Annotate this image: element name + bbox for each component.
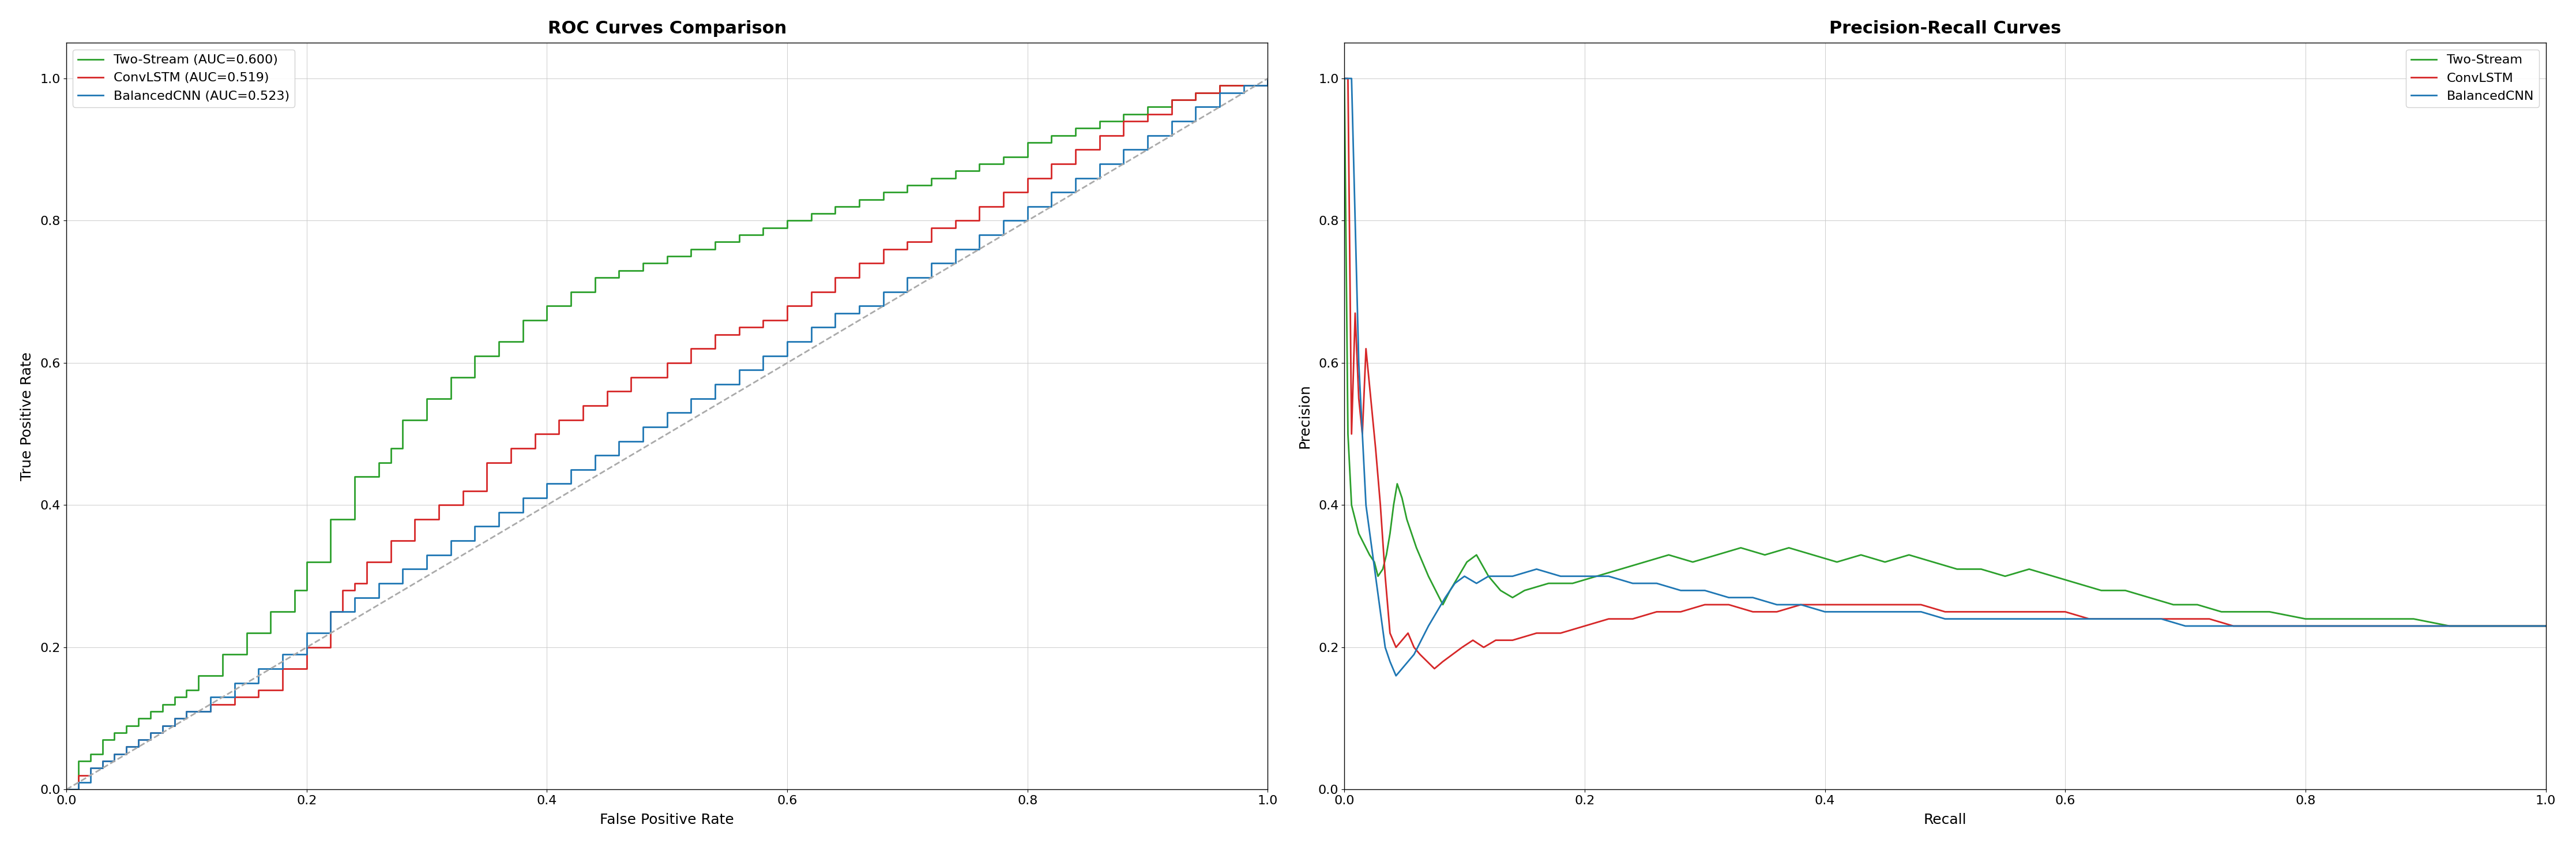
Legend: Two-Stream, ConvLSTM, BalancedCNN: Two-Stream, ConvLSTM, BalancedCNN — [2406, 49, 2540, 107]
ConvLSTM — [1347, 429, 1378, 439]
ConvLSTM (AUC=0.519) — [75, 763, 106, 773]
Line: ConvLSTM (AUC=0.519): ConvLSTM (AUC=0.519) — [67, 79, 1267, 789]
ConvLSTM (AUC=0.519) — [471, 457, 502, 468]
BalancedCNN (AUC=0.523) — [796, 322, 827, 332]
Line: Two-Stream: Two-Stream — [1345, 79, 2545, 626]
BalancedCNN — [1450, 571, 1481, 581]
ConvLSTM (AUC=0.519) — [845, 258, 876, 268]
Line: BalancedCNN: BalancedCNN — [1345, 79, 2545, 676]
BalancedCNN (AUC=0.523) — [62, 778, 93, 788]
Line: Two-Stream (AUC=0.600): Two-Stream (AUC=0.600) — [67, 79, 1267, 789]
ConvLSTM (AUC=0.519) — [88, 756, 118, 767]
Legend: Two-Stream (AUC=0.600), ConvLSTM (AUC=0.519), BalancedCNN (AUC=0.523): Two-Stream (AUC=0.600), ConvLSTM (AUC=0.… — [72, 49, 294, 107]
Two-Stream (AUC=0.600) — [796, 208, 827, 219]
Two-Stream — [1419, 585, 1450, 595]
BalancedCNN — [1347, 429, 1378, 439]
BalancedCNN — [1592, 571, 1623, 581]
BalancedCNN (AUC=0.523) — [675, 393, 706, 403]
Two-Stream — [2434, 621, 2465, 631]
Two-Stream — [2530, 621, 2561, 631]
ConvLSTM (AUC=0.519) — [52, 784, 82, 794]
Two-Stream — [1329, 74, 1360, 84]
Line: BalancedCNN (AUC=0.523): BalancedCNN (AUC=0.523) — [67, 79, 1267, 789]
BalancedCNN — [2398, 621, 2429, 631]
ConvLSTM — [2146, 614, 2177, 624]
ConvLSTM — [1419, 663, 1450, 673]
ConvLSTM — [2530, 621, 2561, 631]
Two-Stream (AUC=0.600) — [1252, 74, 1283, 84]
ConvLSTM — [1404, 650, 1435, 660]
Two-Stream (AUC=0.600) — [1203, 80, 1234, 91]
Two-Stream (AUC=0.600) — [255, 606, 286, 617]
ConvLSTM — [1448, 642, 1479, 652]
Two-Stream — [2182, 600, 2213, 610]
Two-Stream — [1700, 550, 1731, 560]
BalancedCNN — [1329, 74, 1360, 84]
Title: ROC Curves Comparison: ROC Curves Comparison — [549, 20, 786, 36]
Line: ConvLSTM: ConvLSTM — [1345, 79, 2545, 668]
BalancedCNN (AUC=0.523) — [412, 550, 443, 560]
X-axis label: False Positive Rate: False Positive Rate — [600, 813, 734, 827]
Two-Stream (AUC=0.600) — [232, 628, 263, 638]
Y-axis label: True Positive Rate: True Positive Rate — [21, 352, 33, 480]
Two-Stream — [2205, 606, 2236, 617]
ConvLSTM — [1329, 74, 1360, 84]
BalancedCNN — [1414, 621, 1445, 631]
ConvLSTM — [2385, 621, 2416, 631]
BalancedCNN — [2530, 621, 2561, 631]
Two-Stream (AUC=0.600) — [891, 180, 922, 191]
BalancedCNN (AUC=0.523) — [52, 784, 82, 794]
Two-Stream (AUC=0.600) — [1036, 130, 1066, 141]
Two-Stream — [1391, 514, 1422, 524]
ConvLSTM (AUC=0.519) — [819, 273, 850, 283]
BalancedCNN (AUC=0.523) — [1252, 74, 1283, 84]
BalancedCNN — [2146, 614, 2177, 624]
ConvLSTM (AUC=0.519) — [291, 642, 322, 652]
Y-axis label: Precision: Precision — [1298, 384, 1311, 449]
ConvLSTM — [1592, 614, 1623, 624]
X-axis label: Recall: Recall — [1924, 813, 1965, 827]
BalancedCNN (AUC=0.523) — [747, 351, 778, 361]
Two-Stream (AUC=0.600) — [52, 784, 82, 794]
BalancedCNN (AUC=0.523) — [940, 244, 971, 254]
Two-Stream — [1363, 571, 1394, 581]
ConvLSTM (AUC=0.519) — [1252, 74, 1283, 84]
BalancedCNN — [1381, 671, 1412, 681]
Title: Precision-Recall Curves: Precision-Recall Curves — [1829, 20, 2061, 36]
